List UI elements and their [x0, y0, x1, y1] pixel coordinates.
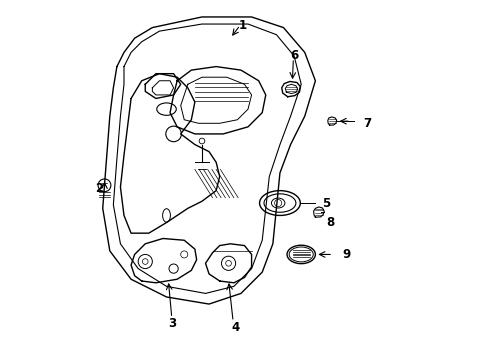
Text: 9: 9: [341, 248, 349, 261]
Text: 3: 3: [167, 317, 176, 330]
Text: 5: 5: [322, 197, 330, 210]
Text: 8: 8: [325, 216, 334, 229]
Text: 7: 7: [363, 117, 370, 130]
Text: 4: 4: [231, 321, 239, 334]
Text: 2: 2: [95, 183, 103, 195]
Text: 1: 1: [238, 19, 246, 32]
Text: 6: 6: [289, 49, 298, 62]
